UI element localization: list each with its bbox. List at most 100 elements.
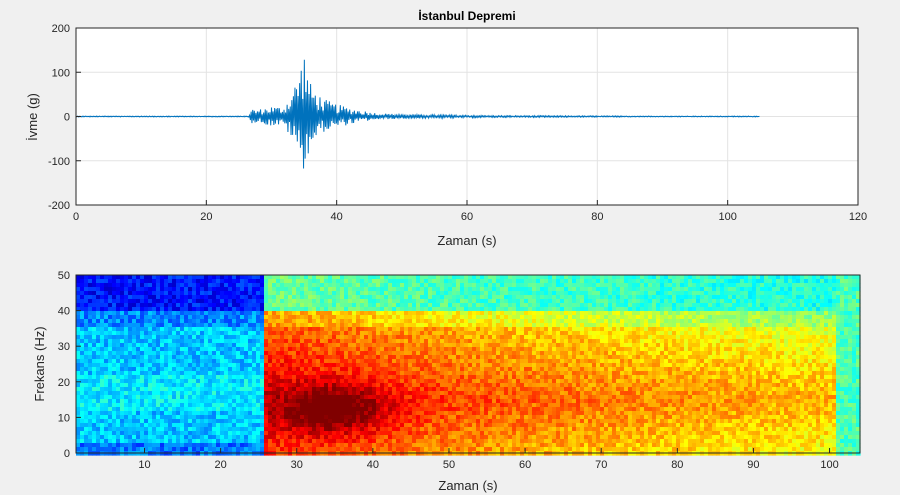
- spectrogram-cell: [228, 375, 233, 380]
- spectrogram-cell: [420, 367, 425, 372]
- spectrogram-cell: [692, 371, 697, 376]
- spectrogram-cell: [776, 311, 781, 316]
- spectrogram-cell: [404, 363, 409, 368]
- spectrogram-cell: [140, 367, 145, 372]
- spectrogram-cell: [316, 371, 321, 376]
- spectrogram-cell: [524, 295, 529, 300]
- spectrogram-cell: [256, 283, 261, 288]
- spectrogram-cell: [300, 303, 305, 308]
- spectrogram-cell: [748, 371, 753, 376]
- spectrogram-cell: [264, 331, 269, 336]
- spectrogram-cell: [636, 295, 641, 300]
- spectrogram-cell: [340, 355, 345, 360]
- spectrogram-cell: [188, 359, 193, 364]
- spectrogram-cell: [412, 355, 417, 360]
- spectrogram-cell: [452, 359, 457, 364]
- spectrogram-cell: [320, 307, 325, 312]
- spectrogram-cell: [788, 295, 793, 300]
- spectrogram-cell: [372, 287, 377, 292]
- spectrogram-cell: [520, 351, 525, 356]
- spectrogram-cell: [456, 343, 461, 348]
- spectrogram-cell: [776, 299, 781, 304]
- spectrogram-cell: [852, 319, 857, 324]
- spectrogram-cell: [620, 303, 625, 308]
- spectrogram-cell: [536, 283, 541, 288]
- spectrogram-cell: [364, 359, 369, 364]
- spectrogram-cell: [648, 311, 653, 316]
- spectrogram-cell: [804, 307, 809, 312]
- spectrogram-cell: [668, 367, 673, 372]
- spectrogram-cell: [428, 279, 433, 284]
- spectrogram-cell: [300, 363, 305, 368]
- spectrogram-cell: [108, 291, 113, 296]
- spectrogram-cell: [164, 371, 169, 376]
- spectrogram-cell: [92, 311, 97, 316]
- spectrogram-cell: [360, 327, 365, 332]
- spectrogram-cell: [328, 315, 333, 320]
- spectrogram-cell: [616, 291, 621, 296]
- spectrogram-cell: [240, 339, 245, 344]
- spectrogram-cell: [96, 311, 101, 316]
- spectrogram-cell: [328, 371, 333, 376]
- spectrogram-cell: [288, 291, 293, 296]
- spectrogram-cell: [464, 303, 469, 308]
- spectrogram-cell: [788, 343, 793, 348]
- spectrogram-cell: [176, 283, 181, 288]
- spectrogram-cell: [400, 351, 405, 356]
- spectrogram-cell: [820, 371, 825, 376]
- spectrogram-cell: [576, 323, 581, 328]
- spectrogram-cell: [352, 279, 357, 284]
- spectrogram-cell: [476, 355, 481, 360]
- spectrogram-cell: [780, 355, 785, 360]
- spectrogram-cell: [288, 351, 293, 356]
- spectrogram-cell: [680, 343, 685, 348]
- spectrogram-cell: [268, 363, 273, 368]
- spectrogram-cell: [136, 311, 141, 316]
- spectrogram-cell: [532, 275, 537, 280]
- spectrogram-cell: [720, 303, 725, 308]
- spectrogram-cell: [660, 319, 665, 324]
- spectrogram-cell: [808, 287, 813, 292]
- spectrogram-cell: [164, 323, 169, 328]
- spectrogram-cell: [740, 279, 745, 284]
- spectrogram-cell: [540, 327, 545, 332]
- spectrogram-cell: [728, 359, 733, 364]
- spectrogram-cell: [812, 335, 817, 340]
- spectrogram-cell: [468, 327, 473, 332]
- spectrogram-cell: [104, 275, 109, 280]
- spectrogram-cell: [224, 343, 229, 348]
- spectrogram-cell: [700, 291, 705, 296]
- spectrogram-cell: [656, 287, 661, 292]
- spectrogram-cell: [816, 315, 821, 320]
- spectrogram-cell: [616, 335, 621, 340]
- spectrogram-cell: [448, 323, 453, 328]
- spectrogram-cell: [188, 335, 193, 340]
- spectrogram-cell: [268, 319, 273, 324]
- spectrogram-cell: [312, 355, 317, 360]
- spectrogram-cell: [376, 351, 381, 356]
- spectrogram-cell: [236, 355, 241, 360]
- spectrogram-cell: [536, 327, 541, 332]
- spectrogram-cell: [128, 343, 133, 348]
- spectrogram-cell: [788, 311, 793, 316]
- spectrogram-cell: [336, 307, 341, 312]
- spectrogram-cell: [696, 283, 701, 288]
- spectrogram-cell: [504, 319, 509, 324]
- spectrogram-cell: [112, 299, 117, 304]
- spectrogram-cell: [392, 367, 397, 372]
- spectrogram-cell: [628, 331, 633, 336]
- spectrogram-cell: [152, 339, 157, 344]
- spectrogram-cell: [144, 339, 149, 344]
- spectrogram-cell: [264, 371, 269, 376]
- spectrogram-cell: [844, 359, 849, 364]
- spectrogram-cell: [708, 327, 713, 332]
- spectrogram-cell: [196, 311, 201, 316]
- spectrogram-cell: [776, 351, 781, 356]
- spectrogram-cell: [440, 315, 445, 320]
- spectrogram-cell: [360, 291, 365, 296]
- spectrogram-cell: [124, 319, 129, 324]
- spectrogram-cell: [376, 279, 381, 284]
- spectrogram-cell: [732, 363, 737, 368]
- spectrogram-cell: [768, 331, 773, 336]
- spectrogram-cell: [436, 295, 441, 300]
